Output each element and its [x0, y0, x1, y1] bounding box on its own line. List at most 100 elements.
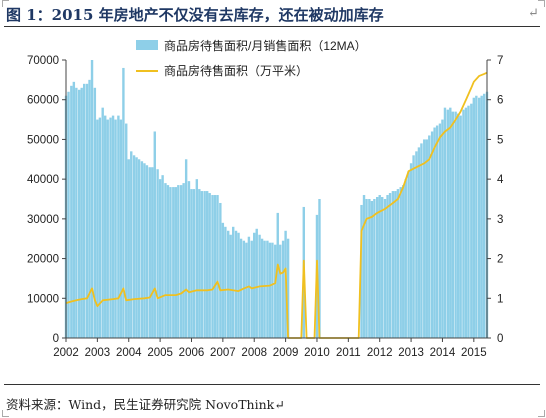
- x-tick-label: 2015: [461, 347, 487, 359]
- bar: [148, 167, 151, 338]
- bar: [425, 139, 428, 338]
- bar: [396, 189, 400, 338]
- bar: [219, 202, 222, 338]
- bar: [104, 115, 107, 338]
- bar: [174, 187, 177, 338]
- x-tick-label: 2009: [273, 347, 299, 359]
- bar: [404, 179, 407, 338]
- y-tick-label-right: 2: [497, 254, 503, 266]
- bar: [415, 151, 418, 338]
- bar: [119, 119, 123, 338]
- bar: [80, 87, 83, 338]
- bar: [200, 191, 204, 338]
- bar: [153, 131, 156, 338]
- bar: [179, 185, 183, 338]
- bar: [446, 109, 449, 339]
- bar: [109, 117, 112, 338]
- bar: [441, 119, 444, 338]
- bar: [166, 185, 170, 338]
- bar: [276, 212, 279, 338]
- bar: [449, 107, 452, 339]
- bar: [137, 159, 141, 338]
- bar: [381, 197, 384, 338]
- bar: [130, 151, 133, 338]
- bar: [85, 83, 89, 338]
- bar: [362, 195, 366, 338]
- bar: [67, 91, 70, 339]
- bar: [182, 183, 185, 338]
- corner-mark: [2, 0, 9, 7]
- bar: [412, 155, 415, 338]
- bar: [106, 119, 109, 338]
- y-tick-label-right: 4: [497, 174, 504, 186]
- bar: [221, 222, 225, 338]
- bar: [482, 93, 486, 338]
- bar: [318, 199, 321, 338]
- bar: [480, 95, 483, 338]
- bar: [454, 111, 457, 338]
- bar: [239, 238, 243, 338]
- bar: [117, 115, 120, 338]
- y-tick-label-right: 1: [497, 293, 503, 305]
- bar: [143, 163, 146, 338]
- bar: [190, 189, 193, 338]
- x-tick-label: 2012: [367, 347, 393, 359]
- bar: [184, 159, 188, 338]
- bar: [271, 242, 274, 338]
- bar: [260, 238, 264, 338]
- bar: [443, 107, 447, 339]
- bar: [229, 234, 232, 338]
- source-rule: [4, 384, 540, 385]
- bar: [177, 185, 180, 338]
- bar: [245, 242, 248, 338]
- corner-mark: [2, 410, 9, 417]
- paragraph-mark: ↵: [528, 6, 539, 21]
- x-tick-label: 2013: [398, 347, 424, 359]
- bar: [373, 199, 376, 338]
- bar: [88, 79, 91, 338]
- bar: [370, 200, 374, 338]
- bar: [430, 131, 434, 338]
- bar: [407, 171, 410, 338]
- bar: [451, 111, 455, 338]
- bar: [438, 123, 442, 339]
- bar: [388, 193, 392, 338]
- bar: [472, 97, 476, 338]
- bar: [394, 191, 397, 338]
- bar: [467, 105, 470, 339]
- bar: [125, 123, 128, 339]
- y-tick-label-left: 60000: [27, 95, 59, 107]
- bar: [114, 119, 117, 338]
- bar: [101, 107, 104, 339]
- bar: [161, 175, 164, 338]
- bar: [255, 228, 258, 338]
- x-tick-label: 2004: [116, 347, 142, 359]
- y-tick-label-left: 30000: [27, 214, 59, 226]
- x-tick-label: 2008: [241, 347, 267, 359]
- bar: [213, 195, 217, 338]
- bar: [263, 240, 266, 338]
- corner-mark: [538, 410, 545, 417]
- title-rule: [4, 26, 540, 27]
- bar: [365, 199, 368, 338]
- x-tick-label: 2002: [53, 347, 79, 359]
- bar: [462, 109, 465, 339]
- bar: [164, 183, 167, 338]
- bar: [420, 143, 423, 338]
- x-tick-label: 2005: [147, 347, 173, 359]
- bar: [234, 230, 238, 338]
- legend-swatch-bar: [136, 40, 158, 50]
- x-tick-label: 2010: [304, 347, 330, 359]
- bar: [127, 159, 130, 338]
- bar: [423, 139, 426, 338]
- bar: [208, 193, 211, 338]
- bar: [433, 127, 436, 338]
- bar: [409, 163, 413, 338]
- bar: [281, 240, 285, 338]
- bar: [386, 195, 389, 338]
- figure-title: 图 1：2015 年房地产不仅没有去库存，还在被动加库存 ↵: [6, 4, 539, 25]
- bar: [156, 169, 159, 338]
- bar: [205, 191, 209, 338]
- bar: [417, 147, 421, 338]
- x-tick-label: 2014: [430, 347, 456, 359]
